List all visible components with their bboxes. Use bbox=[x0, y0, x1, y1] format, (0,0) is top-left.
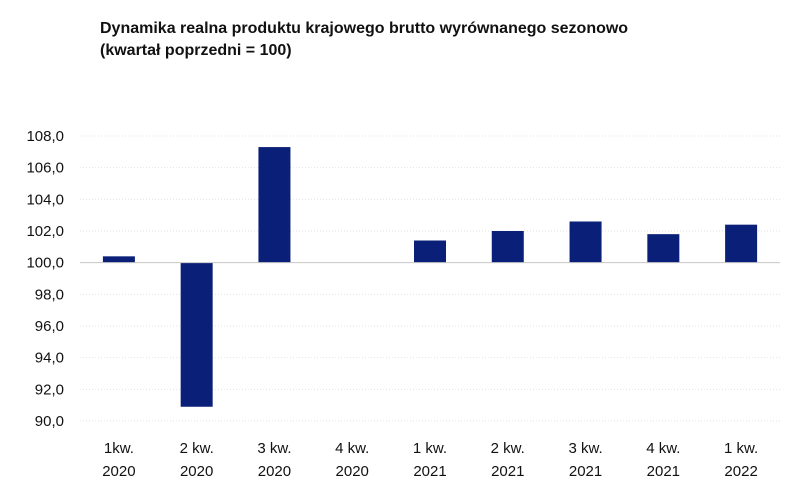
x-tick-label: 4 kw. 2020 bbox=[335, 440, 369, 480]
y-tick-label: 96,0 bbox=[35, 318, 64, 335]
x-tick-label: 1 kw. 2021 bbox=[413, 440, 447, 480]
x-tick-label: 3 kw. 2020 bbox=[257, 440, 291, 480]
y-axis: 90,0 92,0 94,0 96,0 98,0 100,0 102,0 104,0 106,0… bbox=[26, 128, 64, 430]
bars bbox=[102, 147, 758, 407]
y-tick-label: 102,0 bbox=[26, 223, 64, 240]
x-tick-label: 1 kw. 2022 bbox=[724, 440, 758, 480]
bar bbox=[647, 234, 680, 263]
bar bbox=[180, 262, 213, 407]
x-tick-label: 2 kw. 2020 bbox=[180, 440, 214, 480]
bar bbox=[725, 224, 758, 263]
bar bbox=[569, 221, 602, 263]
x-tick-label: 4 kw. 2021 bbox=[646, 440, 680, 480]
y-tick-label: 104,0 bbox=[26, 191, 64, 208]
y-tick-label: 108,0 bbox=[26, 128, 64, 145]
x-tick-label: 1kw. 2020 bbox=[102, 440, 135, 480]
bar bbox=[102, 256, 135, 263]
bar bbox=[414, 240, 446, 263]
chart-title-line-2: (kwartał poprzedni = 100) bbox=[100, 42, 292, 59]
y-tick-label: 94,0 bbox=[35, 350, 64, 367]
y-tick-label: 98,0 bbox=[35, 286, 64, 303]
y-tick-label: 90,0 bbox=[35, 413, 64, 430]
bar bbox=[491, 231, 524, 263]
chart-title: Dynamika realna produktu krajowego brutt… bbox=[100, 18, 628, 62]
chart-title-line-1: Dynamika realna produktu krajowego brutt… bbox=[100, 20, 629, 37]
y-tick-label: 106,0 bbox=[26, 160, 64, 177]
x-axis: 1kw. 2020 2 kw. 2020 3 kw. 2020 4 kw. 2020 1 kw.… bbox=[102, 440, 758, 480]
x-tick-label: 3 kw. 2021 bbox=[568, 440, 602, 480]
y-tick-label: 100,0 bbox=[26, 255, 64, 272]
bar bbox=[258, 147, 291, 263]
x-tick-label: 2 kw. 2021 bbox=[491, 440, 525, 480]
y-tick-label: 92,0 bbox=[35, 381, 64, 398]
